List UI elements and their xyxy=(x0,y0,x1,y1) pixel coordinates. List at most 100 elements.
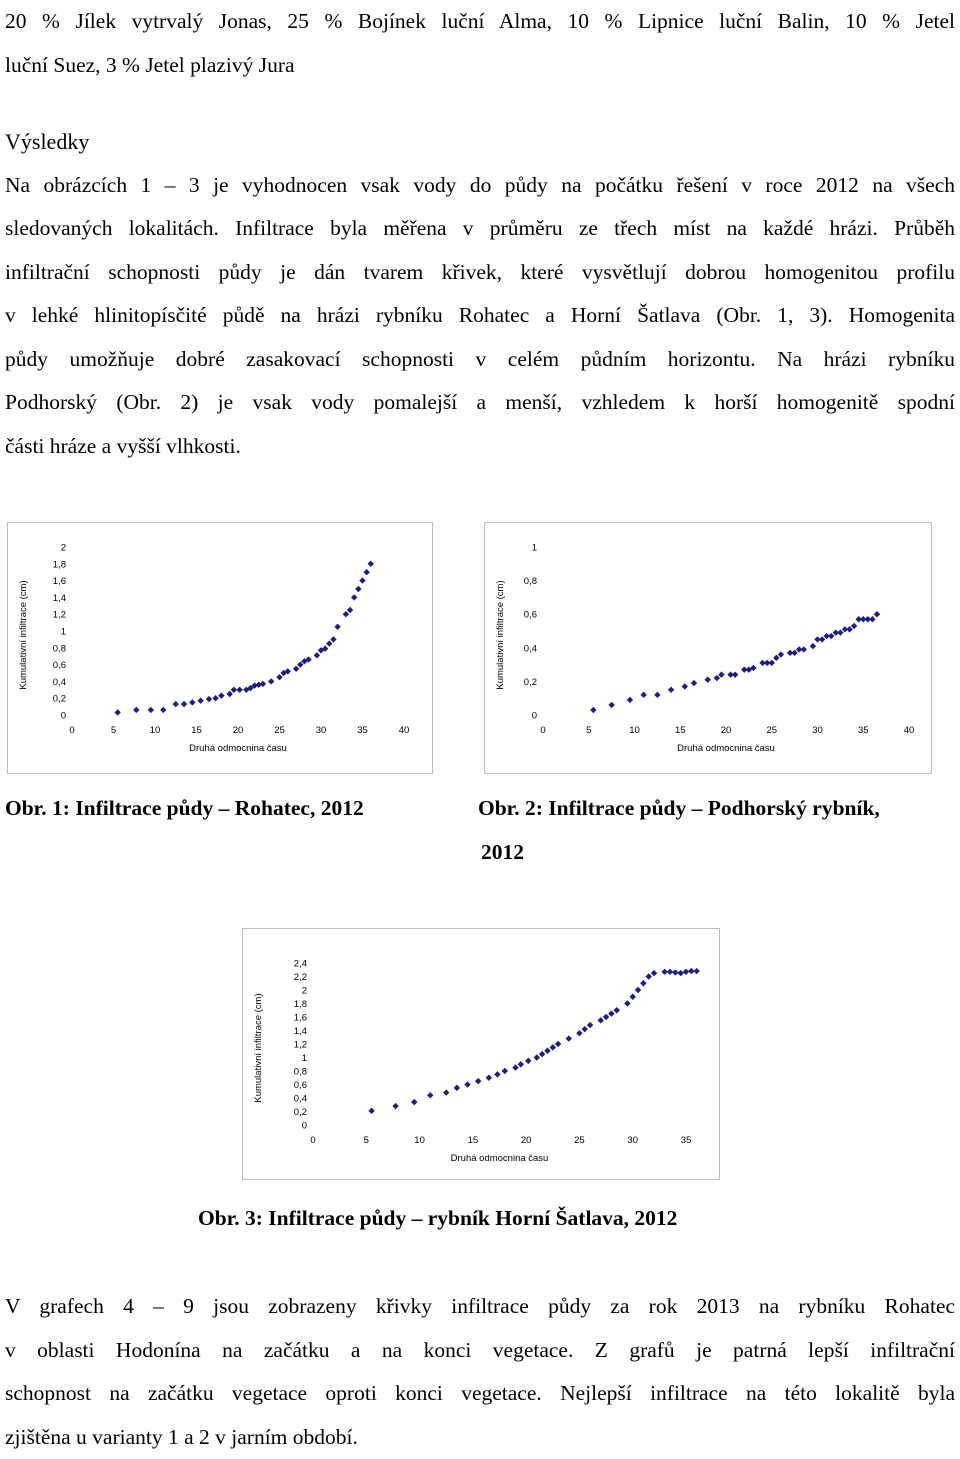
y-tick-label: 0,6 xyxy=(53,660,66,671)
figure-2-caption-year: 2012 xyxy=(481,840,524,865)
data-point xyxy=(791,650,797,656)
data-point xyxy=(801,646,807,652)
y-tick-label: 1,4 xyxy=(294,1026,307,1037)
data-point xyxy=(173,701,179,707)
y-tick-label: 0,6 xyxy=(524,610,537,621)
x-tick-label: 5 xyxy=(111,725,116,736)
data-point xyxy=(494,1071,500,1077)
data-point xyxy=(218,692,224,698)
x-tick-label: 30 xyxy=(316,725,327,736)
results-line: Na obrázcích 1 – 3 je vyhodnocen vsak vo… xyxy=(5,164,955,208)
data-point xyxy=(212,695,218,701)
data-point xyxy=(368,1108,374,1114)
data-point xyxy=(630,994,636,1000)
data-point xyxy=(326,640,332,646)
y-tick-label: 1,8 xyxy=(294,999,307,1010)
y-tick-label: 0 xyxy=(532,711,537,722)
x-tick-label: 0 xyxy=(69,725,74,736)
data-point xyxy=(160,707,166,713)
y-tick-label: 0,8 xyxy=(53,643,66,654)
data-point xyxy=(732,671,738,677)
y-axis-title: Kumulativní infiltrace (cm) xyxy=(495,580,506,689)
results-line: v lehké hlinitopísčité půdě na hrázi ryb… xyxy=(5,294,955,338)
data-point xyxy=(646,973,652,979)
y-tick-label: 0,8 xyxy=(524,576,537,587)
y-tick-label: 0,2 xyxy=(294,1107,307,1118)
data-point xyxy=(464,1081,470,1087)
y-axis-title: Kumulativní infiltrace (cm) xyxy=(253,993,264,1102)
data-point xyxy=(608,702,614,708)
data-point xyxy=(268,678,274,684)
data-point xyxy=(544,1048,550,1054)
data-point xyxy=(576,1030,582,1036)
data-point xyxy=(590,707,596,713)
y-tick-label: 1,6 xyxy=(53,576,66,587)
data-point xyxy=(705,677,711,683)
data-point xyxy=(330,636,336,642)
data-point xyxy=(206,696,212,702)
x-tick-label: 25 xyxy=(274,725,285,736)
x-tick-label: 15 xyxy=(191,725,202,736)
x-axis-title: Druhá odmocnina času xyxy=(189,743,287,754)
data-point xyxy=(614,1007,620,1013)
results-section: Výsledky Na obrázcích 1 – 3 je vyhodnoce… xyxy=(5,120,955,468)
x-tick-label: 0 xyxy=(310,1135,315,1146)
y-tick-label: 0,8 xyxy=(294,1067,307,1078)
y-tick-label: 0,4 xyxy=(524,643,537,654)
intro-line: 20 % Jílek vytrvalý Jonas, 25 % Bojínek … xyxy=(5,0,955,44)
data-point xyxy=(189,699,195,705)
data-point xyxy=(874,611,880,617)
x-tick-label: 0 xyxy=(540,725,545,736)
data-point xyxy=(693,968,699,974)
y-tick-label: 1 xyxy=(302,1053,307,1064)
data-point xyxy=(587,1022,593,1028)
data-point xyxy=(363,569,369,575)
data-point xyxy=(276,674,282,680)
data-point xyxy=(683,969,689,975)
x-axis-title: Druhá odmocnina času xyxy=(451,1153,549,1164)
figure-3-caption: Obr. 3: Infiltrace půdy – rybník Horní Š… xyxy=(198,1206,677,1231)
x-tick-label: 15 xyxy=(675,725,686,736)
data-point xyxy=(512,1064,518,1070)
data-point xyxy=(566,1035,572,1041)
x-tick-label: 5 xyxy=(586,725,591,736)
data-point xyxy=(627,697,633,703)
data-point xyxy=(293,666,299,672)
data-point xyxy=(314,652,320,658)
x-tick-label: 35 xyxy=(357,725,368,736)
y-tick-label: 2,4 xyxy=(294,959,307,970)
y-tick-label: 2,2 xyxy=(294,972,307,983)
results-line: sledovaných lokalitách. Infiltrace byla … xyxy=(5,207,955,251)
x-tick-label: 40 xyxy=(399,725,410,736)
data-point xyxy=(351,594,357,600)
results-line: části hráze a vyšší vlhkosti. xyxy=(5,425,955,469)
x-tick-label: 25 xyxy=(574,1135,585,1146)
data-point xyxy=(534,1054,540,1060)
data-point xyxy=(133,707,139,713)
x-tick-label: 5 xyxy=(364,1135,369,1146)
data-point xyxy=(555,1041,561,1047)
y-tick-label: 0 xyxy=(61,711,66,722)
x-tick-label: 20 xyxy=(521,1135,532,1146)
data-point xyxy=(769,660,775,666)
y-tick-label: 1,2 xyxy=(53,610,66,621)
x-tick-label: 20 xyxy=(721,725,732,736)
data-point xyxy=(828,633,834,639)
data-point xyxy=(640,692,646,698)
data-point xyxy=(651,970,657,976)
data-point xyxy=(635,987,641,993)
data-point xyxy=(846,626,852,632)
data-point xyxy=(454,1085,460,1091)
y-tick-label: 0 xyxy=(302,1121,307,1132)
closing-line: zjištěna u varianty 1 a 2 v jarním obdob… xyxy=(5,1416,955,1459)
y-tick-label: 1,8 xyxy=(53,559,66,570)
closing-line: V grafech 4 – 9 jsou zobrazeny křivky in… xyxy=(5,1285,955,1329)
data-point xyxy=(359,577,365,583)
data-point xyxy=(197,698,203,704)
data-point xyxy=(518,1061,524,1067)
data-point xyxy=(392,1103,398,1109)
data-point xyxy=(343,611,349,617)
